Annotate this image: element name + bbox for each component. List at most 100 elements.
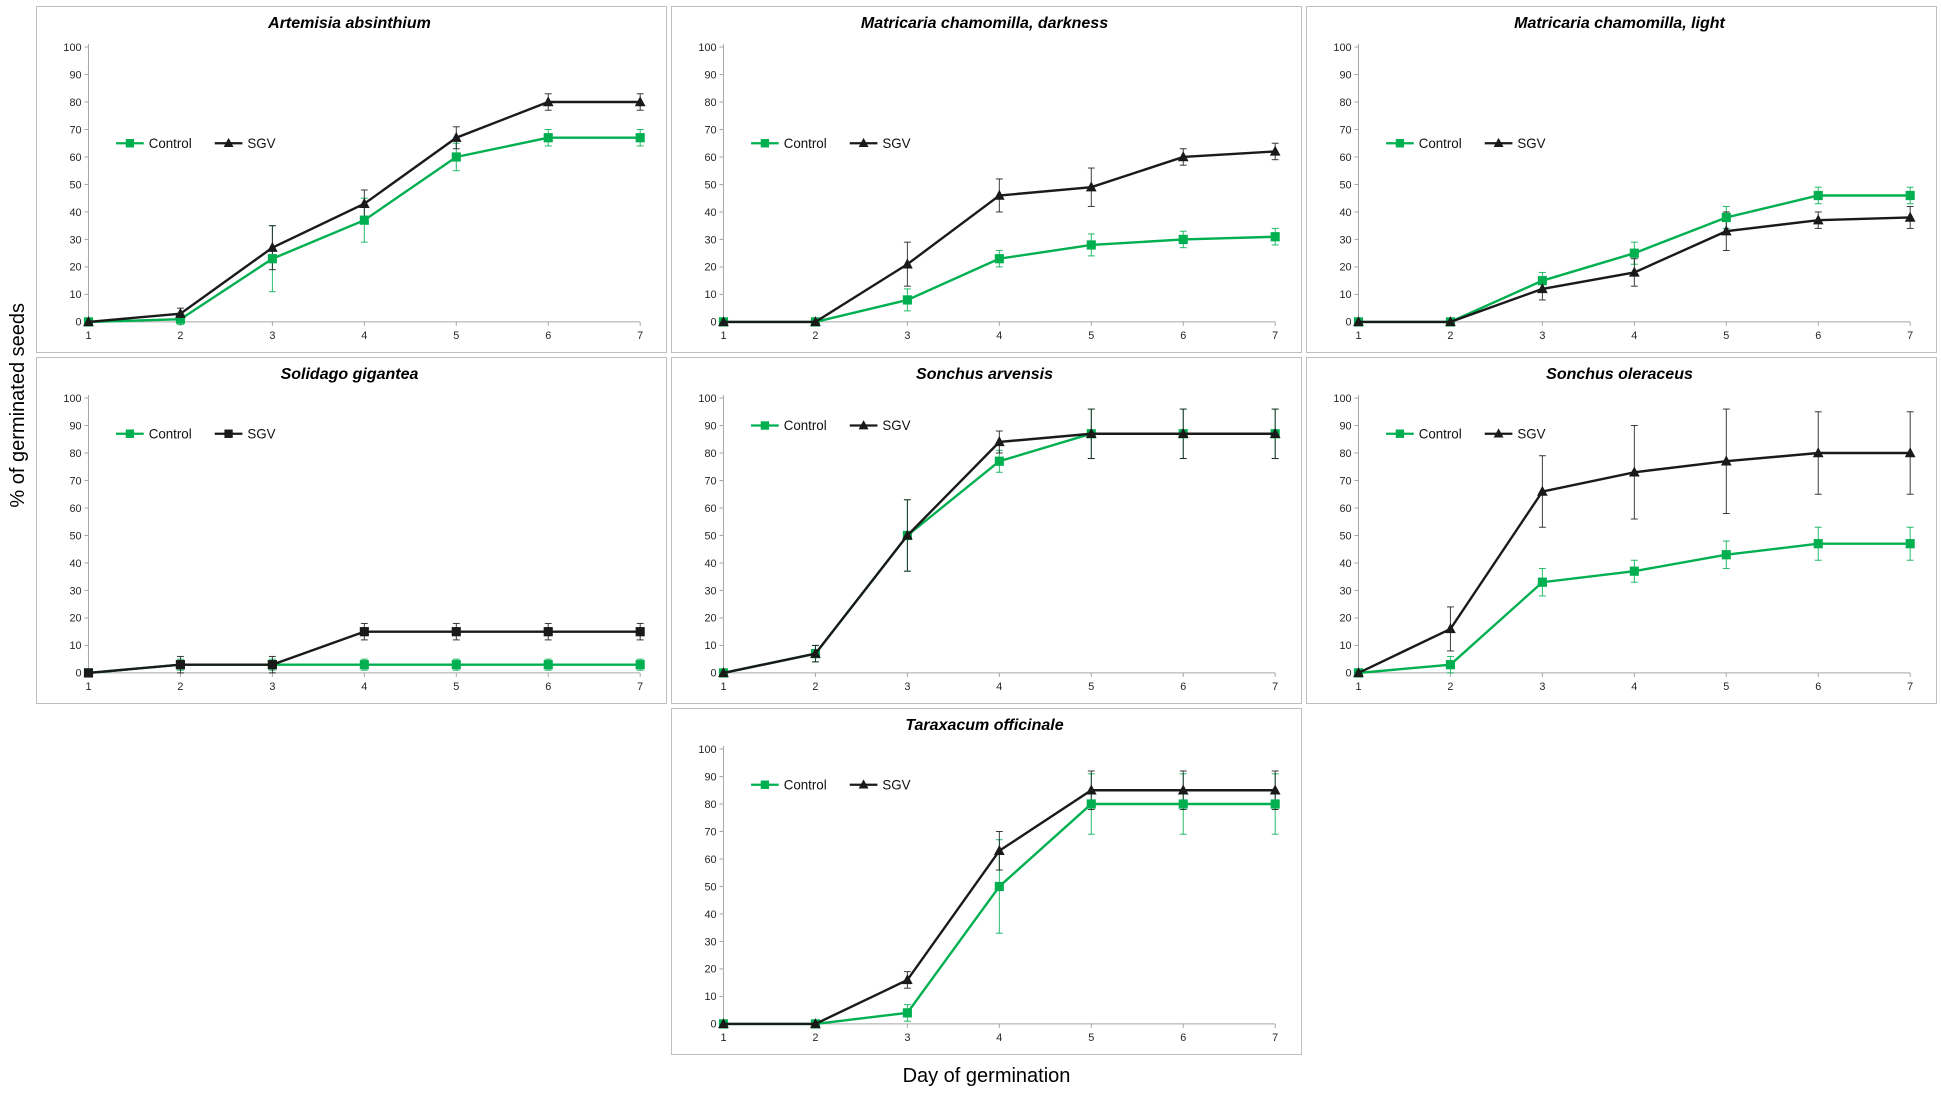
svg-text:20: 20 [704,262,716,274]
svg-text:40: 40 [704,909,716,921]
svg-text:80: 80 [69,448,81,460]
svg-text:80: 80 [704,97,716,109]
chart-title-solidago-gigantea: Solidago gigantea [280,366,419,383]
svg-text:40: 40 [1339,558,1351,570]
svg-text:100: 100 [1333,393,1351,405]
svg-text:40: 40 [704,558,716,570]
svg-text:90: 90 [1339,420,1351,432]
chart-title-sonchus-arvensis: Sonchus arvensis [916,366,1053,383]
chart-taraxacum-officinale: Taraxacum officinale 0 10 20 30 40 50 60 70 80 90… [671,708,1302,1055]
svg-text:SGV: SGV [1517,136,1545,151]
svg-text:20: 20 [704,964,716,976]
svg-text:2: 2 [812,1032,818,1044]
svg-text:50: 50 [69,530,81,542]
svg-text:6: 6 [1180,330,1186,342]
chart-plot-matricaria-chamomilla-darkness: 0 10 20 30 40 50 60 70 80 90 100 1 2 3 4 5 6 7 Control SGV [698,42,1281,342]
svg-text:70: 70 [704,826,716,838]
charts-grid: Artemisia absinthium 0 10 20 30 40 50 60 70 80 90… [36,6,1937,1055]
svg-text:40: 40 [69,207,81,219]
svg-text:0: 0 [1346,668,1352,680]
svg-text:50: 50 [1339,530,1351,542]
svg-text:20: 20 [1339,262,1351,274]
svg-text:4: 4 [361,681,367,693]
svg-text:40: 40 [1339,207,1351,219]
svg-text:10: 10 [704,289,716,301]
svg-text:10: 10 [1339,289,1351,301]
svg-text:20: 20 [1339,613,1351,625]
svg-text:60: 60 [1339,503,1351,515]
svg-text:30: 30 [704,936,716,948]
chart-sonchus-oleraceus: Sonchus oleraceus 0 10 20 30 40 50 60 70 80 90 100… [1306,357,1937,704]
svg-text:50: 50 [704,530,716,542]
svg-text:SGV: SGV [882,418,910,433]
svg-text:6: 6 [545,330,551,342]
svg-text:60: 60 [69,503,81,515]
svg-text:10: 10 [1339,640,1351,652]
svg-text:Control: Control [149,136,192,151]
chart-plot-sonchus-arvensis: 0 10 20 30 40 50 60 70 80 90 100 1 2 3 4 5 6 7 Control SGV [698,393,1281,693]
svg-text:80: 80 [69,97,81,109]
svg-text:30: 30 [1339,234,1351,246]
svg-text:100: 100 [698,393,716,405]
svg-text:4: 4 [1631,330,1637,342]
svg-text:SGV: SGV [882,136,910,151]
svg-text:1: 1 [1355,330,1361,342]
svg-text:Control: Control [149,426,192,441]
svg-text:2: 2 [1447,681,1453,693]
svg-text:Control: Control [784,418,827,433]
svg-text:Control: Control [784,136,827,151]
svg-text:SGV: SGV [1517,426,1545,441]
svg-text:70: 70 [704,475,716,487]
svg-text:0: 0 [76,317,82,329]
svg-text:60: 60 [69,152,81,164]
svg-text:10: 10 [69,640,81,652]
svg-text:0: 0 [711,317,717,329]
svg-text:4: 4 [996,330,1002,342]
svg-text:10: 10 [704,991,716,1003]
svg-text:80: 80 [1339,448,1351,460]
svg-text:20: 20 [69,613,81,625]
svg-text:7: 7 [1272,1032,1278,1044]
svg-text:80: 80 [1339,97,1351,109]
svg-text:0: 0 [711,668,717,680]
svg-text:90: 90 [704,69,716,81]
svg-text:1: 1 [85,330,91,342]
svg-text:1: 1 [720,681,726,693]
svg-text:0: 0 [711,1019,717,1031]
chart-plot-taraxacum-officinale: 0 10 20 30 40 50 60 70 80 90 100 1 2 3 4 5 6 7 Control SGV [698,744,1281,1044]
svg-text:30: 30 [704,234,716,246]
svg-text:70: 70 [704,124,716,136]
svg-text:SGV: SGV [247,426,275,441]
svg-text:3: 3 [269,330,275,342]
svg-text:1: 1 [720,1032,726,1044]
svg-text:100: 100 [1333,42,1351,54]
svg-text:60: 60 [704,152,716,164]
y-axis-label-column: % of germinated seeds [0,6,36,1105]
svg-text:70: 70 [69,124,81,136]
svg-text:4: 4 [1631,681,1637,693]
svg-text:3: 3 [1539,330,1545,342]
chart-plot-solidago-gigantea: 0 10 20 30 40 50 60 70 80 90 100 1 2 3 4 5 6 7 Control SGV [63,393,645,693]
svg-text:100: 100 [698,744,716,756]
svg-text:0: 0 [1346,317,1352,329]
svg-text:7: 7 [1272,330,1278,342]
svg-text:6: 6 [1180,1032,1186,1044]
svg-text:50: 50 [69,179,81,191]
svg-text:5: 5 [1723,330,1729,342]
svg-text:4: 4 [996,1032,1002,1044]
svg-text:3: 3 [1539,681,1545,693]
svg-text:0: 0 [76,668,82,680]
svg-text:7: 7 [637,681,643,693]
svg-text:50: 50 [704,881,716,893]
chart-matricaria-chamomilla-darkness: Matricaria chamomilla, darkness 0 10 20 30 4… [671,6,1302,353]
svg-text:7: 7 [1907,681,1913,693]
chart-sonchus-arvensis: Sonchus arvensis 0 10 20 30 40 50 60 70 80 90 100 1… [671,357,1302,704]
svg-text:4: 4 [361,330,367,342]
svg-text:6: 6 [1815,681,1821,693]
svg-text:2: 2 [177,681,183,693]
svg-text:SGV: SGV [882,777,910,792]
svg-text:10: 10 [69,289,81,301]
svg-text:60: 60 [1339,152,1351,164]
svg-text:50: 50 [704,179,716,191]
